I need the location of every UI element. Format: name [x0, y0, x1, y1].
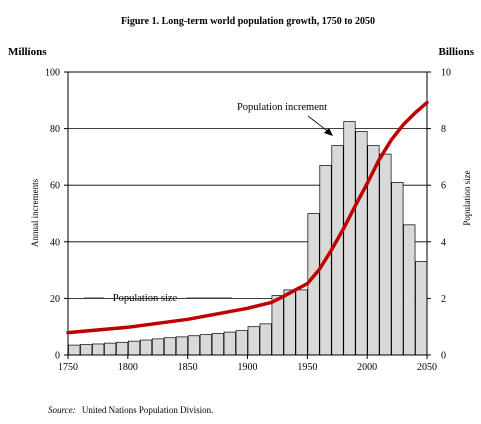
right-tick-label-2: 2: [441, 294, 446, 305]
source-note: Source: United Nations Population Divisi…: [48, 405, 213, 415]
right-tick-label-10: 10: [441, 68, 451, 79]
bar-2020: [391, 182, 404, 356]
bar-1920: [271, 295, 284, 356]
bar-1860: [199, 334, 212, 356]
bar-1820: [151, 338, 165, 356]
left-tick-label-100: 100: [45, 68, 60, 79]
x-tick-label-1800: 1800: [118, 362, 138, 373]
bar-1880: [223, 331, 236, 356]
bar-1790: [116, 341, 129, 356]
bar-1940: [295, 289, 308, 356]
right-tick-label-6: 6: [441, 181, 446, 192]
annotation-population-size: Population size: [113, 293, 178, 304]
bar-1900: [247, 326, 260, 356]
bar-1830: [163, 337, 177, 356]
x-tick-label-1900: 1900: [238, 362, 258, 373]
x-tick-label-2050: 2050: [417, 362, 437, 373]
bar-1990: [355, 131, 368, 356]
bar-2010: [379, 153, 392, 356]
x-tick-label-2000: 2000: [357, 362, 377, 373]
axes: [64, 71, 431, 359]
bar-1760: [80, 344, 93, 356]
left-tick-label-60: 60: [50, 181, 60, 192]
x-tick-label-1950: 1950: [297, 362, 317, 373]
left-tick-label-80: 80: [50, 124, 60, 135]
bar-1810: [139, 339, 153, 356]
source-text: United Nations Population Division.: [82, 405, 214, 415]
bar-1910: [259, 323, 272, 356]
bar-1980: [343, 121, 356, 356]
annotation-increment-leader: [307, 115, 331, 134]
bar-1850: [187, 335, 200, 356]
chart-title: Figure 1. Long-term world population gro…: [121, 16, 375, 27]
bar-1840: [175, 336, 189, 356]
right-tick-label-8: 8: [441, 124, 446, 135]
tick-labels: 0 20 40 60 80 100 0 2 4 6 8 10 1750 1800 1850 1900 1950 2…: [45, 68, 451, 374]
right-tick-label-4: 4: [441, 237, 446, 248]
right-axis-title: Population size: [462, 170, 472, 225]
bar-1930: [283, 289, 296, 356]
right-axis-unit-label: Billions: [439, 46, 475, 58]
bar-series: [68, 121, 428, 356]
bar-1770: [92, 343, 105, 356]
bar-1800: [127, 340, 141, 356]
left-tick-label-40: 40: [50, 237, 60, 248]
left-axis-unit-label: Millions: [8, 46, 47, 58]
left-axis-title: Annual increments: [30, 178, 40, 247]
source-label: Source:: [48, 405, 76, 415]
x-tick-label-1750: 1750: [58, 362, 78, 373]
left-tick-label-20: 20: [50, 294, 60, 305]
x-tick-label-1850: 1850: [178, 362, 198, 373]
bar-1970: [331, 145, 344, 356]
left-tick-label-0: 0: [55, 351, 60, 362]
bar-1890: [235, 330, 248, 356]
annotation-increment-arrowhead: [324, 128, 333, 136]
population-size-line: [66, 100, 429, 335]
annotation-population-increment: Population increment: [237, 102, 327, 113]
bar-1750: [68, 344, 81, 356]
line-series: [66, 100, 429, 335]
annotations: Population increment Population size: [84, 102, 333, 304]
bar-1870: [211, 333, 224, 356]
right-tick-label-0: 0: [441, 351, 446, 362]
bar-1950: [307, 213, 320, 356]
bar-1780: [104, 342, 117, 356]
bar-2040: [415, 261, 428, 356]
bar-2030: [403, 224, 416, 356]
